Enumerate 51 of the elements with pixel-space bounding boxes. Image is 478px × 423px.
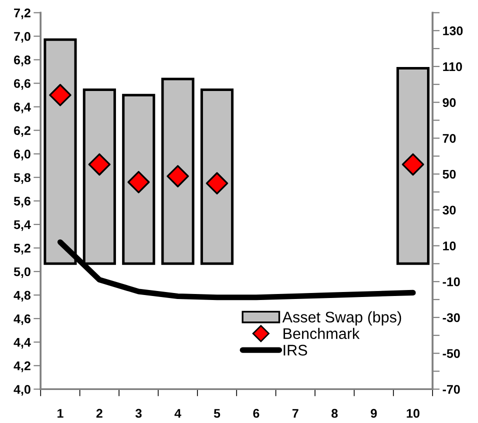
y-tick-label: 7,2: [14, 8, 30, 20]
bar: [161, 78, 194, 265]
y2-tick-label: 110: [443, 62, 462, 72]
x-tick-label: 2: [96, 408, 102, 418]
y-tick-label: 5,6: [14, 196, 30, 208]
y-tick-label: 5,4: [14, 220, 31, 231]
y2-tick-label: 30: [442, 206, 456, 215]
y-tick-label: 6,6: [14, 79, 30, 90]
y2-tick-label: -30: [442, 313, 460, 322]
point: [49, 84, 72, 106]
y2-tick-label: -10: [442, 277, 460, 286]
bar: [200, 88, 234, 265]
bar: [396, 67, 430, 265]
x-tick-label: 8: [332, 408, 338, 418]
point: [88, 153, 111, 176]
x-tick-label: 1: [58, 409, 64, 418]
legend-label: IRS: [284, 344, 308, 356]
y-tick-label: 4,0: [14, 384, 30, 396]
y-tick-label: 6,4: [14, 102, 31, 114]
y-tick-label: 7,0: [14, 32, 30, 43]
bar: [122, 94, 156, 265]
y2-tick-label: -70: [442, 384, 460, 394]
x-tick-label: 3: [135, 408, 142, 418]
point: [127, 170, 150, 194]
y-tick-label: 5,8: [14, 173, 31, 184]
point: [402, 153, 424, 176]
point: [206, 172, 228, 194]
y-tick-label: 6,0: [14, 150, 30, 160]
legend-label: Benchmark: [284, 328, 360, 340]
y2-tick-label: 10: [443, 242, 456, 250]
x-tick-label: 6: [253, 408, 260, 418]
x-tick-label: 4: [174, 409, 182, 418]
x-tick-label: 7: [292, 409, 298, 418]
y-tick-label: 4,2: [14, 361, 30, 372]
y-tick-label: 4,8: [14, 290, 31, 302]
y-tick-label: 5,2: [14, 244, 30, 254]
y-tick-label: 5,0: [14, 267, 30, 278]
x-tick-label: 9: [370, 408, 377, 418]
y-tick-label: 4,6: [14, 314, 30, 326]
legend-label: Asset Swap (bps): [282, 311, 402, 326]
x-tick-label: 5: [214, 409, 220, 418]
x-tick-label: 10: [406, 408, 420, 418]
point: [166, 165, 189, 188]
y2-tick-label: -50: [442, 349, 460, 358]
y2-tick-label: 130: [443, 26, 463, 36]
y2-tick-label: 70: [442, 134, 456, 143]
y-tick-label: 6,2: [14, 126, 30, 137]
y-tick-label: 6,8: [14, 56, 31, 66]
y2-tick-label: 90: [442, 98, 456, 107]
y2-tick-label: 50: [442, 170, 456, 179]
y-tick-label: 4,4: [14, 338, 31, 349]
